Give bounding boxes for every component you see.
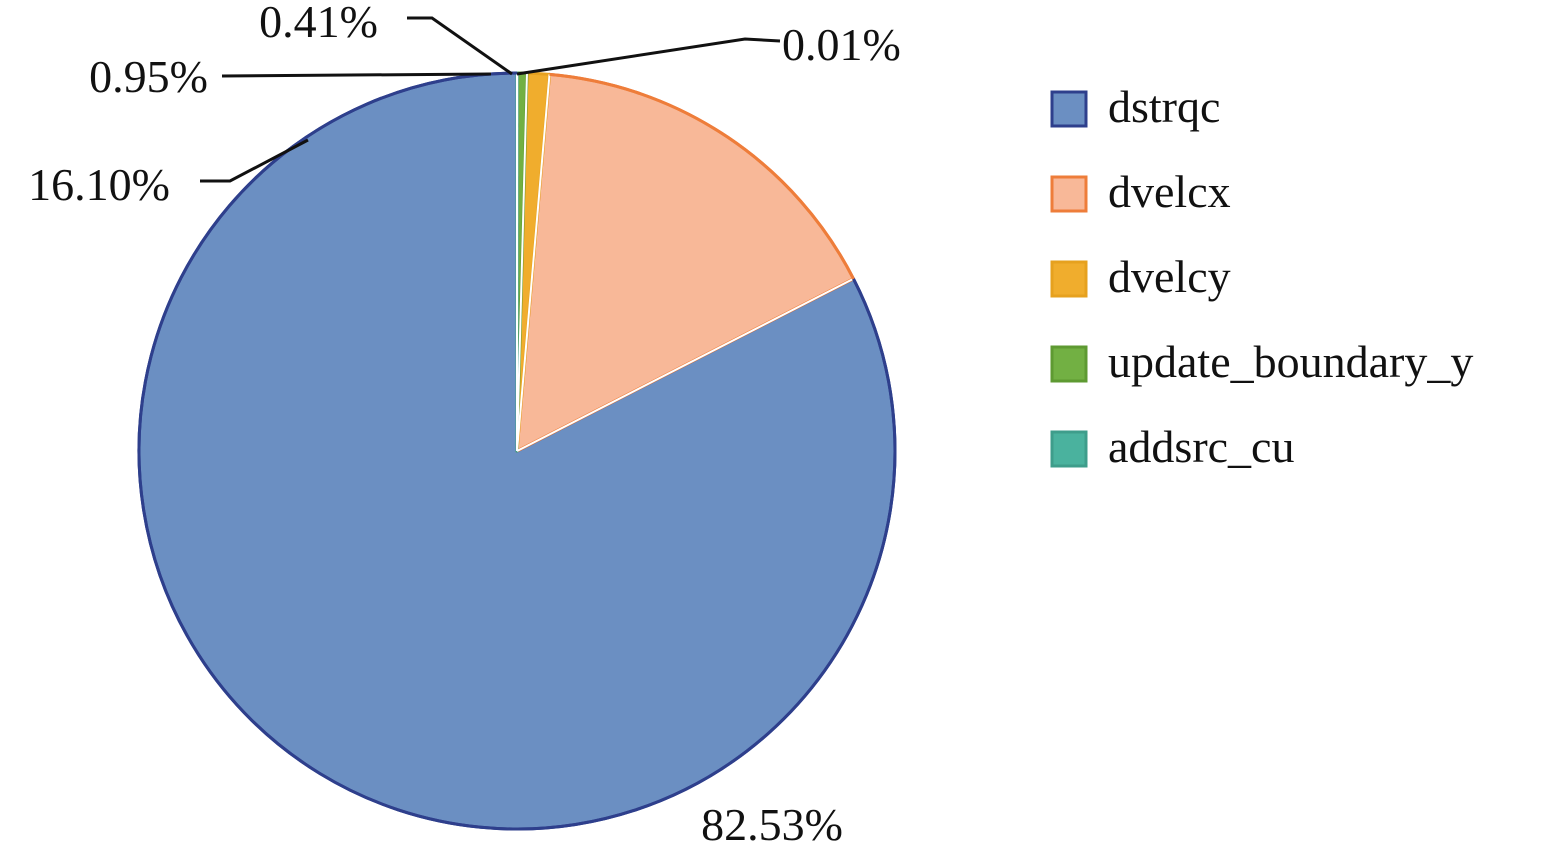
- legend-item-addsrc-cu: addsrc_cu: [1052, 421, 1294, 472]
- legend-label-dvelcx: dvelcx: [1108, 166, 1231, 217]
- data-label-dstrqc: 82.53%: [701, 799, 843, 844]
- legend-item-dstrqc: dstrqc: [1052, 81, 1220, 132]
- data-label-dvelcx: 16.10%: [28, 159, 170, 210]
- legend-label-addsrc-cu: addsrc_cu: [1108, 421, 1294, 472]
- leader-line-dvelcy: [222, 74, 491, 76]
- legend-swatch-dvelcx: [1052, 177, 1086, 211]
- data-label-dvelcy: 0.95%: [89, 51, 208, 102]
- legend-swatch-update-boundary-y: [1052, 347, 1086, 381]
- legend-item-dvelcx: dvelcx: [1052, 166, 1231, 217]
- legend-swatch-addsrc-cu: [1052, 432, 1086, 466]
- legend-swatch-dstrqc: [1052, 92, 1086, 126]
- legend-swatch-dvelcy: [1052, 262, 1086, 296]
- data-label-addsrc-cu: 0.01%: [782, 19, 901, 70]
- legend-item-update-boundary-y: update_boundary_y: [1052, 336, 1473, 387]
- data-label-update-boundary-y: 0.41%: [259, 0, 378, 47]
- legend-label-dvelcy: dvelcy: [1108, 251, 1231, 302]
- legend: dstrqc dvelcx dvelcy update_boundary_yaddsr…: [1052, 81, 1473, 472]
- leader-line-update-boundary-y: [407, 18, 512, 74]
- pie-slices: [139, 73, 895, 829]
- legend-label-dstrqc: dstrqc: [1108, 81, 1220, 132]
- leader-line-addsrc-cu: [517, 39, 780, 74]
- legend-item-dvelcy: dvelcy: [1052, 251, 1231, 302]
- legend-label-update-boundary-y: update_boundary_y: [1108, 336, 1473, 387]
